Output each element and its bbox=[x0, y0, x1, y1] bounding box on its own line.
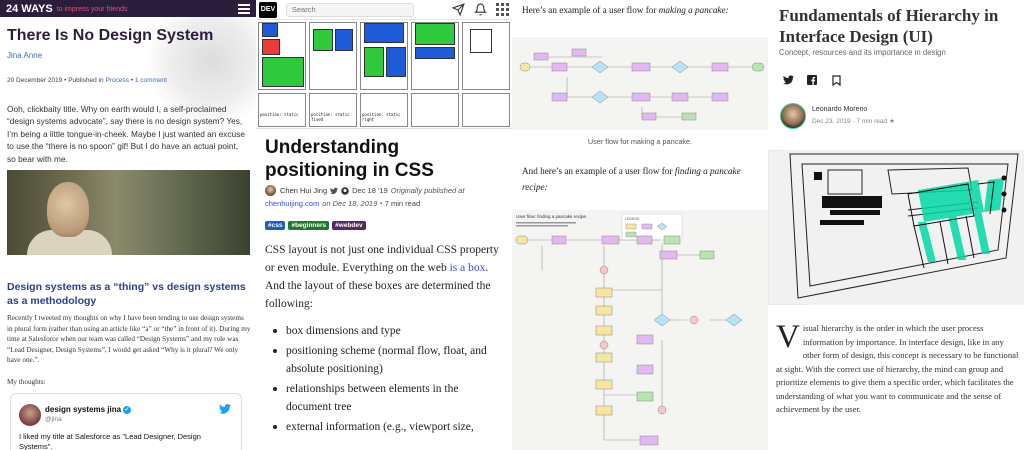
flow1-intro: Here’s an example of a user flow for mak… bbox=[522, 5, 729, 15]
diagram-label: position: static bbox=[260, 112, 299, 117]
article-hierarchy: Fundamentals of Hierarchy in Interface D… bbox=[768, 0, 1024, 450]
avatar[interactable] bbox=[19, 404, 41, 426]
menu-grid-icon[interactable] bbox=[496, 3, 509, 17]
author-link[interactable]: Jina Anne bbox=[7, 51, 43, 60]
tag-beginners[interactable]: #beginners bbox=[288, 221, 330, 230]
originally-published-label: Originally published at bbox=[390, 186, 465, 195]
tag-css[interactable]: #css bbox=[265, 221, 286, 230]
dev-navbar: DEV bbox=[256, 0, 512, 20]
facebook-icon[interactable] bbox=[806, 74, 818, 86]
dev-logo[interactable]: DEV bbox=[259, 1, 277, 18]
tweet-author-name: design systems jina bbox=[45, 405, 122, 414]
tag-webdev[interactable]: #webdev bbox=[332, 221, 366, 230]
embedded-tweet[interactable]: design systems jina ✓ @jina I liked my ti… bbox=[10, 393, 242, 450]
hamburger-icon[interactable] bbox=[238, 3, 250, 14]
search-input[interactable] bbox=[285, 2, 414, 17]
bookmark-icon[interactable] bbox=[830, 74, 842, 86]
list-item: box dimensions and type bbox=[270, 322, 502, 340]
article-title: Understanding positioning in CSS bbox=[265, 137, 434, 181]
tweet-handle[interactable]: @jina bbox=[45, 416, 62, 423]
avatar[interactable] bbox=[265, 185, 276, 196]
article-24ways: 24 WAYS to impress your friends There Is… bbox=[0, 0, 256, 450]
recipe-flow-diagram: User flow: finding a pancake recipe LEGE… bbox=[512, 210, 768, 450]
flow2-title: User flow: finding a pancake recipe bbox=[516, 214, 587, 219]
site-tagline: to impress your friends bbox=[56, 6, 128, 13]
share-bar bbox=[782, 74, 842, 86]
article-date: Dec 18 '19 bbox=[352, 186, 388, 195]
site-logo[interactable]: 24 WAYS bbox=[6, 2, 53, 15]
article-date: Dec 23, 2019 · 7 min read ★ bbox=[812, 118, 895, 125]
flow2-intro: And here’s an example of a user flow for… bbox=[522, 166, 741, 192]
author-name[interactable]: Leonardo Moreno bbox=[812, 106, 868, 113]
article-meta: 20 December 2019 • Published in Process … bbox=[7, 77, 167, 84]
published-in-label: Published in bbox=[68, 77, 104, 84]
layout-factors-list: box dimensions and type positioning sche… bbox=[270, 322, 502, 438]
author-photo bbox=[146, 17, 256, 127]
origin-date: on Dec 18, 2019 bbox=[322, 199, 378, 208]
section-body: Recently I tweeted my thoughts on why I … bbox=[7, 314, 251, 364]
github-icon[interactable] bbox=[341, 186, 349, 195]
tweet-author[interactable]: design systems jina ✓ bbox=[45, 405, 132, 414]
article-subtitle: Concept, resources and its importance in… bbox=[779, 48, 946, 57]
diagram-label: position: static right bbox=[362, 112, 401, 122]
tweet-text: I liked my title at Salesforce as "Lead … bbox=[19, 432, 201, 450]
avatar[interactable] bbox=[780, 103, 806, 129]
diagram-label: position: static fixed bbox=[311, 112, 350, 122]
pancake-flow-diagram bbox=[512, 37, 768, 130]
twitter-icon[interactable] bbox=[330, 187, 339, 195]
article-title: Fundamentals of Hierarchy in Interface D… bbox=[779, 6, 999, 46]
article-user-flows: Here’s an example of a user flow for mak… bbox=[512, 0, 768, 450]
twitter-icon[interactable] bbox=[782, 74, 794, 86]
my-thoughts-label: My thoughts: bbox=[7, 378, 46, 386]
drop-cap: V bbox=[776, 319, 800, 355]
article-byline: Chen Hui Jing Dec 18 '19 Originally publ… bbox=[265, 184, 505, 210]
read-time: ・7 min read bbox=[377, 199, 421, 208]
category-link[interactable]: Process bbox=[105, 77, 129, 84]
twitter-icon[interactable] bbox=[219, 404, 231, 414]
flow1-caption: User flow for making a pancake. bbox=[587, 137, 693, 146]
is-a-box-link[interactable]: is a box bbox=[449, 262, 486, 274]
list-item: positioning scheme (normal flow, float, … bbox=[270, 342, 502, 378]
article-header: There Is No Design System Jina Anne 20 D… bbox=[0, 17, 256, 127]
hero-illustration bbox=[768, 149, 1024, 306]
comments-link[interactable]: 1 comment bbox=[134, 77, 167, 84]
flow2-legend-label: LEGEND bbox=[625, 217, 640, 221]
article-dev-to: DEV bbox=[256, 0, 512, 450]
tag-list: #css #beginners #webdev bbox=[265, 221, 366, 230]
site-header: 24 WAYS to impress your friends bbox=[0, 0, 256, 17]
article-intro: Ooh, clickbaity title. Why on earth woul… bbox=[7, 104, 245, 164]
article-date: 20 December 2019 bbox=[7, 77, 63, 84]
section-heading: Design systems as a “thing” vs design sy… bbox=[7, 281, 246, 307]
spoon-gif bbox=[7, 170, 250, 255]
origin-link[interactable]: chenhuijing.com bbox=[265, 199, 320, 208]
article-title: There Is No Design System bbox=[7, 27, 214, 44]
author-name[interactable]: Chen Hui Jing bbox=[280, 186, 328, 195]
verified-icon: ✓ bbox=[123, 405, 132, 414]
list-item: external information (e.g., viewport siz… bbox=[270, 418, 502, 436]
positioning-diagram: position: static position: static fixed … bbox=[256, 21, 512, 129]
send-icon[interactable] bbox=[452, 3, 465, 17]
list-item: relationships between elements in the do… bbox=[270, 380, 502, 416]
article-body: CSS layout is not just one individual CS… bbox=[265, 244, 499, 310]
bell-icon[interactable] bbox=[474, 3, 487, 17]
